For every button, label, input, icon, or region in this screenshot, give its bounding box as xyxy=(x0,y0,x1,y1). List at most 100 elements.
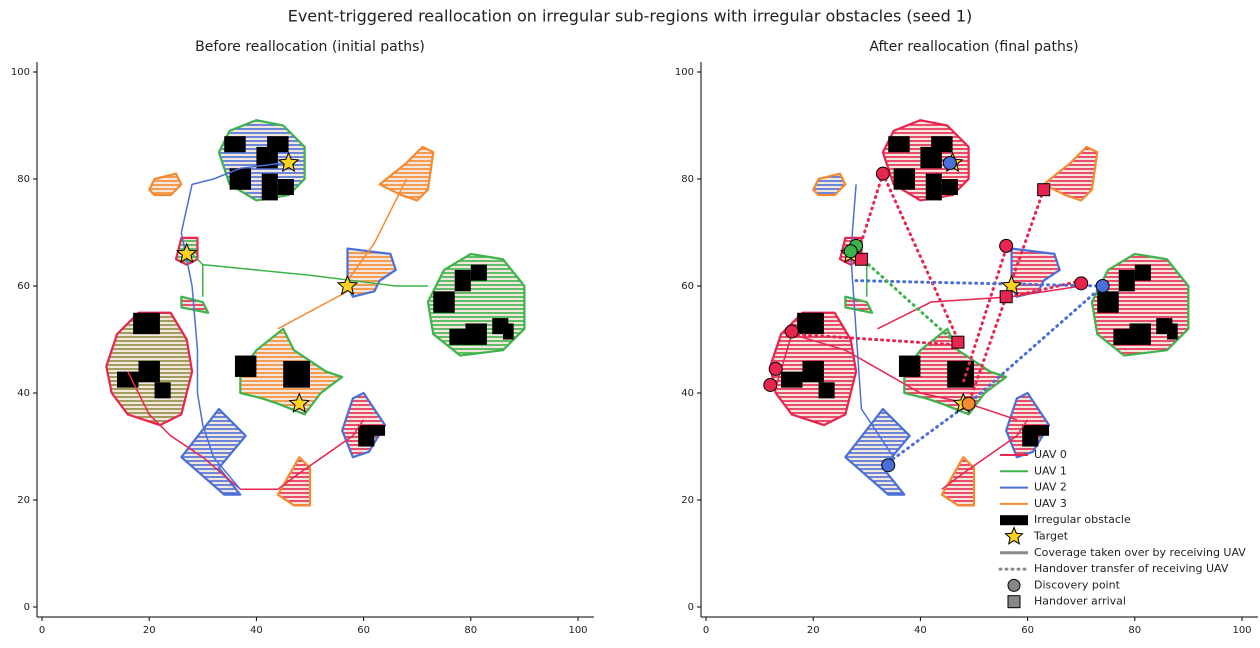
obstacle xyxy=(267,136,289,153)
legend-swatch xyxy=(1007,595,1021,609)
obstacle xyxy=(229,168,252,190)
obstacle xyxy=(1097,291,1119,313)
obstacle xyxy=(941,179,958,196)
legend-label: Irregular obstacle xyxy=(1034,513,1131,526)
y-tick-label: 40 xyxy=(681,388,694,399)
x-tick-label: 100 xyxy=(1232,625,1251,636)
target xyxy=(288,392,311,413)
handover-path xyxy=(961,247,1008,384)
y-tick-label: 0 xyxy=(24,602,30,613)
obstacle xyxy=(802,360,824,383)
obstacle xyxy=(277,179,294,196)
sub-region xyxy=(844,407,911,496)
sub-region xyxy=(844,295,874,314)
legend-label: Handover arrival xyxy=(1034,595,1126,608)
y-tick-label: 20 xyxy=(17,495,30,506)
y-tick-label: 60 xyxy=(17,281,30,292)
obstacle xyxy=(1134,264,1151,281)
discovery-point xyxy=(1074,276,1089,291)
sub-region xyxy=(940,456,976,507)
handover-path xyxy=(886,402,971,465)
discovery-point xyxy=(942,155,957,170)
handover-path xyxy=(881,172,960,341)
sub-region xyxy=(276,456,312,507)
obstacle xyxy=(261,173,278,201)
x-tick-label: 40 xyxy=(914,625,927,636)
handover-path xyxy=(790,332,960,347)
obstacle xyxy=(888,136,910,153)
legend-label: UAV 0 xyxy=(1034,448,1067,461)
sub-region xyxy=(180,407,247,496)
x-tick-label: 100 xyxy=(568,625,587,636)
y-tick-label: 80 xyxy=(17,174,30,185)
obstacle xyxy=(1118,269,1135,292)
discovery-point xyxy=(843,244,858,259)
uav-path xyxy=(191,253,428,297)
obstacle xyxy=(502,323,514,340)
obstacle xyxy=(470,264,487,281)
y-tick-label: 100 xyxy=(11,67,30,78)
handover-arrival xyxy=(999,290,1013,304)
obstacle xyxy=(797,312,824,335)
obstacle xyxy=(449,328,471,345)
x-tick-label: 80 xyxy=(1128,625,1141,636)
subplot-title: Before reallocation (initial paths) xyxy=(195,39,425,55)
obstacle xyxy=(781,371,803,388)
y-tick-label: 100 xyxy=(675,67,694,78)
y-tick-label: 60 xyxy=(681,281,694,292)
obstacle xyxy=(1113,328,1135,345)
x-tick-label: 0 xyxy=(703,625,709,636)
figure-title: Event-triggered reallocation on irregula… xyxy=(288,7,973,26)
legend-swatch xyxy=(1004,526,1024,545)
target xyxy=(336,274,359,296)
uav-path xyxy=(180,162,284,490)
x-tick-label: 60 xyxy=(357,625,370,636)
x-tick-label: 40 xyxy=(250,625,263,636)
sub-region xyxy=(1010,247,1061,298)
y-tick-label: 40 xyxy=(17,388,30,399)
legend-label: UAV 1 xyxy=(1034,464,1067,477)
discovery-point xyxy=(784,324,799,339)
obstacle xyxy=(925,173,942,201)
sub-region xyxy=(180,295,210,314)
discovery-point xyxy=(875,166,890,181)
x-tick-label: 20 xyxy=(807,625,820,636)
obstacle xyxy=(433,291,455,313)
handover-arrival xyxy=(854,252,868,266)
obstacle xyxy=(818,382,835,399)
obstacle xyxy=(283,360,310,388)
x-tick-label: 60 xyxy=(1021,625,1034,636)
legend-label: Target xyxy=(1033,530,1069,543)
subplot-title: After reallocation (final paths) xyxy=(869,39,1078,55)
target xyxy=(277,151,300,173)
legend-label: Discovery point xyxy=(1034,578,1121,591)
obstacle xyxy=(454,269,471,292)
x-tick-label: 20 xyxy=(143,625,156,636)
sub-region xyxy=(1042,145,1099,202)
y-tick-label: 20 xyxy=(681,495,694,506)
handover-path xyxy=(854,279,1105,288)
handover-arrival xyxy=(951,335,965,349)
discovery-point xyxy=(1095,279,1110,293)
target xyxy=(175,242,198,264)
y-tick-label: 80 xyxy=(681,174,694,185)
discovery-point xyxy=(999,238,1014,253)
obstacle xyxy=(1166,323,1178,340)
handover-path xyxy=(849,247,960,347)
obstacle xyxy=(234,355,257,377)
obstacle xyxy=(898,355,921,377)
x-tick-label: 0 xyxy=(39,625,45,636)
discovery-point xyxy=(763,377,778,392)
uav-path xyxy=(277,178,408,330)
obstacle xyxy=(1032,425,1050,436)
obstacle xyxy=(154,382,171,399)
x-tick-label: 80 xyxy=(464,625,477,636)
obstacle xyxy=(931,136,953,153)
legend-swatch xyxy=(1007,578,1021,592)
legend-label: Coverage taken over by receiving UAV xyxy=(1034,546,1246,559)
uav-path xyxy=(849,184,895,458)
discovery-point xyxy=(961,396,976,411)
handover-path xyxy=(967,284,1105,406)
legend-label: UAV 3 xyxy=(1034,497,1067,510)
